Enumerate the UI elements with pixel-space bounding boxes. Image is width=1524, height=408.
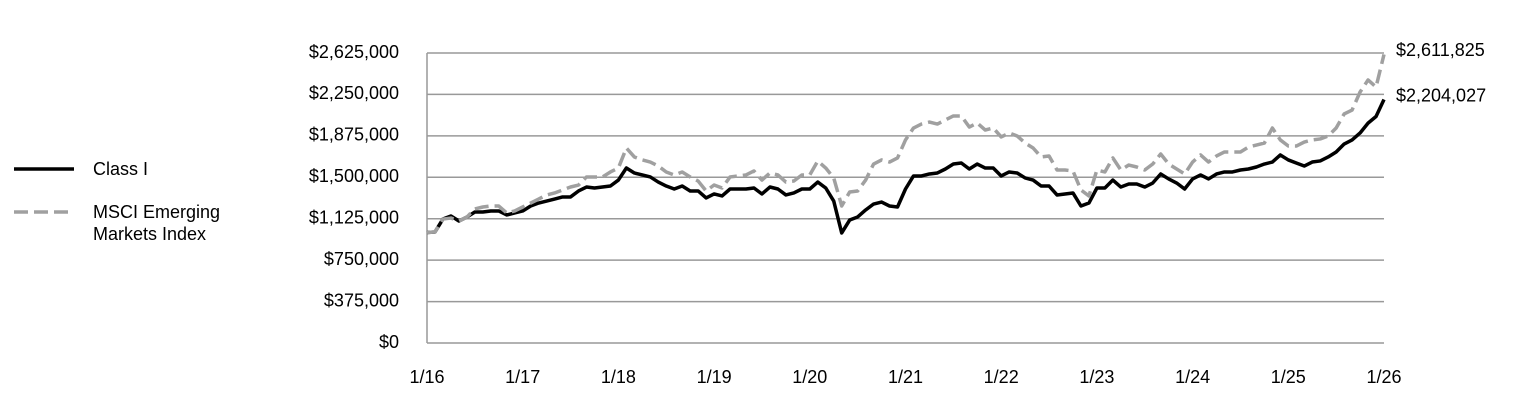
y-tick-label: $0 [379, 332, 399, 352]
x-tick-label: 1/24 [1175, 367, 1210, 387]
x-tick-label: 1/20 [792, 367, 827, 387]
x-tick-label: 1/17 [505, 367, 540, 387]
y-tick-label: $1,125,000 [309, 207, 399, 227]
x-tick-label: 1/18 [601, 367, 636, 387]
y-tick-label: $1,875,000 [309, 125, 399, 145]
y-tick-label: $1,500,000 [309, 166, 399, 186]
x-tick-label: 1/19 [697, 367, 732, 387]
x-tick-label: 1/26 [1366, 367, 1401, 387]
legend-label: Class I [93, 159, 149, 179]
x-tick-label: 1/23 [1079, 367, 1114, 387]
x-tick-label: 1/16 [409, 367, 444, 387]
series-line [426, 54, 1386, 235]
legend-label: MSCI Emerging Markets Index [93, 202, 221, 244]
series-line [426, 98, 1386, 235]
x-tick-label: 1/25 [1271, 367, 1306, 387]
y-tick-label: $2,250,000 [309, 83, 399, 103]
y-tick-label: $750,000 [324, 249, 399, 269]
y-tick-label: $375,000 [324, 290, 399, 310]
y-tick-label: $2,625,000 [309, 42, 399, 62]
value-label: $2,611,825 [1396, 40, 1485, 60]
x-tick-label: 1/21 [888, 367, 923, 387]
value-label: $2,204,027 [1396, 85, 1486, 105]
x-tick-label: 1/22 [984, 367, 1019, 387]
